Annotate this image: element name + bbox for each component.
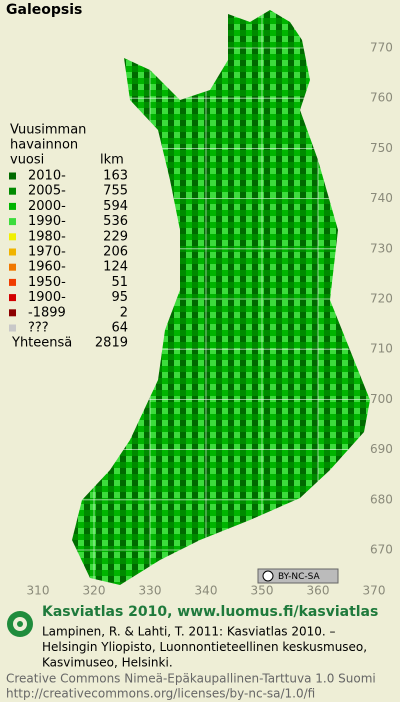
- legend-count: 163: [103, 169, 128, 184]
- footer: Lampinen, R. & Lahti, T. 2011: Kasviatla…: [6, 625, 376, 701]
- legend-swatch: [9, 324, 16, 332]
- north-label: 740: [370, 191, 393, 205]
- north-label: 670: [370, 543, 393, 557]
- east-label: 350: [251, 584, 274, 598]
- north-label: 750: [370, 141, 393, 155]
- title: Galeopsis: [6, 2, 82, 18]
- footer-heading: Kasviatlas 2010, www.luomus.fi/kasviatla…: [42, 604, 378, 620]
- legend-swatch: [9, 218, 16, 226]
- legend-label: 1990-: [28, 214, 66, 229]
- legend-swatch: [9, 278, 16, 286]
- legend-label: 2005-: [28, 184, 66, 199]
- east-label: 370: [363, 584, 386, 598]
- legend-count: 229: [103, 229, 128, 244]
- legend-swatch: [9, 187, 16, 195]
- grid-labels: 770 760 750 740 730 720 710 700 690 680 670 310 320 3…: [27, 41, 393, 598]
- legend-label: -1899: [28, 305, 66, 320]
- legend-label: 1950-: [28, 275, 66, 290]
- legend-count: 2: [120, 305, 128, 320]
- north-label: 720: [370, 292, 393, 306]
- total-label: Yhteensä: [11, 336, 72, 351]
- north-label: 770: [370, 41, 393, 55]
- legend-label: 1980-: [28, 229, 66, 244]
- legend-count: 755: [103, 184, 128, 199]
- license-line: http://creativecommons.org/licenses/by-n…: [6, 687, 315, 701]
- legend-count: 206: [103, 245, 128, 260]
- north-label: 760: [370, 91, 393, 105]
- legend-count: 124: [103, 260, 128, 275]
- north-label: 730: [370, 241, 393, 255]
- legend-count: 64: [111, 321, 128, 336]
- legend-count-heading: lkm: [100, 153, 124, 168]
- legend-heading: havainnon: [10, 138, 78, 153]
- license-line: Creative Commons Nimeä-Epäkaupallinen-Ta…: [6, 672, 376, 686]
- north-label: 700: [370, 392, 393, 406]
- legend-count: 594: [103, 199, 128, 214]
- legend-swatch: [9, 309, 16, 317]
- legend-count: 95: [111, 290, 128, 305]
- legend-swatch: [9, 263, 16, 271]
- east-label: 330: [139, 584, 162, 598]
- legend-swatch: [9, 202, 16, 210]
- east-label: 320: [83, 584, 106, 598]
- license-badge: BY-NC-SA: [257, 568, 339, 584]
- logo: [7, 611, 33, 637]
- legend-label: 1970-: [28, 245, 66, 260]
- north-label: 680: [370, 492, 393, 506]
- citation-line: Helsingin Yliopisto, Luonnontieteellinen…: [42, 640, 367, 654]
- legend-swatch: [9, 248, 16, 256]
- north-label: 690: [370, 442, 393, 456]
- license-badge-text: BY-NC-SA: [278, 572, 321, 582]
- legend-swatch: [9, 172, 16, 180]
- legend-label: 2000-: [28, 199, 66, 214]
- east-label: 310: [27, 584, 50, 598]
- legend-label: 1900-: [28, 290, 66, 305]
- legend-label: 2010-: [28, 169, 66, 184]
- legend-swatch: [9, 233, 16, 241]
- east-label: 360: [307, 584, 330, 598]
- citation-line: Lampinen, R. & Lahti, T. 2011: Kasviatla…: [42, 625, 336, 639]
- legend-swatch: [9, 294, 16, 302]
- north-label: 710: [370, 342, 393, 356]
- citation-line: Kasvimuseo, Helsinki.: [42, 656, 173, 670]
- legend-label: 1960-: [28, 260, 66, 275]
- legend-heading: Vuusimman: [10, 123, 86, 138]
- legend-count: 51: [111, 275, 128, 290]
- legend-count: 536: [103, 214, 128, 229]
- legend-label: ???: [28, 321, 49, 336]
- total-count: 2819: [95, 336, 128, 351]
- legend-heading: vuosi: [10, 153, 44, 168]
- east-label: 340: [195, 584, 218, 598]
